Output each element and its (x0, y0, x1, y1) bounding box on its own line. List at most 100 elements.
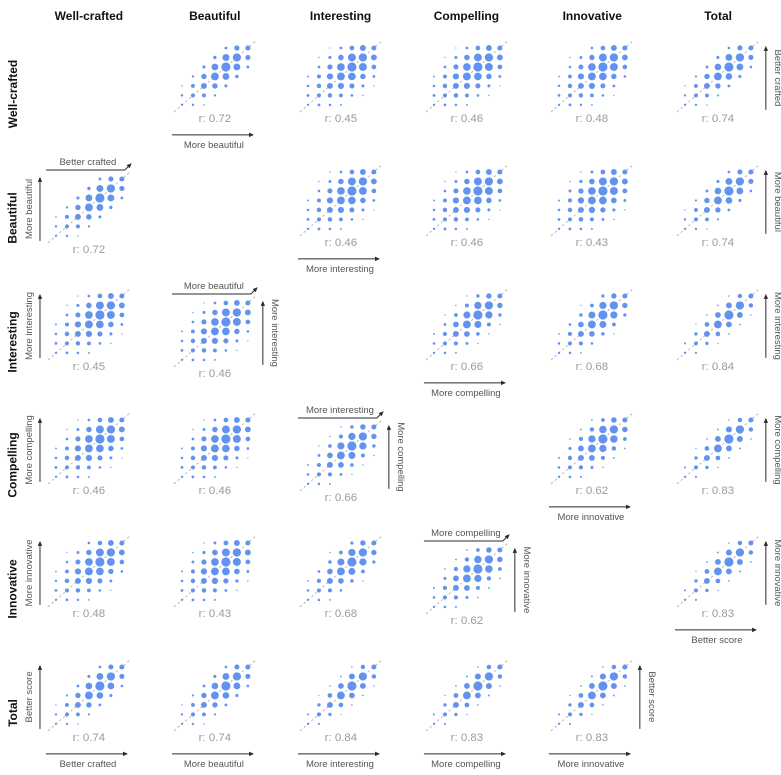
column-header-beautiful: Beautiful (189, 9, 241, 23)
bubble-scatter-panel: r: 0.46 (425, 164, 508, 249)
row-header-innovative: Innovative (0, 527, 26, 651)
identity-line (425, 543, 508, 615)
cell-compelling-vs-interesting: r: 0.66 More interesting More compelling (278, 404, 406, 528)
identity-line (173, 659, 256, 732)
correlation-label: r: 0.46 (450, 113, 483, 125)
bubble-scatter-panel: r: 0.46 (425, 40, 508, 125)
bubble-scatter-panel: r: 0.72 More beautiful (171, 40, 256, 151)
correlation-label: r: 0.83 (702, 608, 735, 620)
bubble-scatter-panel: r: 0.84 More interesting (676, 288, 781, 373)
cell-compelling-vs-innovative: r: 0.62 More innovative (529, 404, 655, 528)
diagonal-empty-cell-total (655, 651, 781, 775)
cell-total-vs-compelling: r: 0.83 More compelling (404, 651, 530, 775)
cell-innovative-vs-beautiful: r: 0.43 (152, 527, 278, 651)
diagonal-empty-cell-well-crafted (26, 32, 152, 156)
x-axis-label-top: More compelling (431, 528, 500, 539)
cell-compelling-vs-well-crafted: r: 0.46 More compelling (24, 404, 152, 528)
identity-line (173, 412, 256, 484)
identity-line (425, 40, 508, 113)
row-header-label: Well-crafted (6, 59, 20, 129)
bubble-scatter-panel: r: 0.46 (173, 412, 256, 496)
identity-line (676, 164, 760, 237)
identity-line (299, 164, 382, 237)
row-header-label: Total (6, 699, 20, 728)
y-axis-label: Better score (24, 672, 35, 723)
correlation-label: r: 0.74 (198, 732, 231, 744)
y-axis-label-right: More interesting (269, 299, 280, 367)
bubble-scatter-panel: r: 0.68 (551, 288, 634, 373)
bubble-scatter-panel: r: 0.46 More beautiful More interesting (171, 281, 280, 380)
correlation-label: r: 0.83 (450, 732, 483, 744)
column-header-total: Total (704, 9, 732, 23)
bubble-scatter-panel: r: 0.46 More interesting (297, 164, 382, 275)
x-axis-label: More innovative (558, 511, 625, 522)
x-axis-label: More compelling (431, 388, 500, 399)
identity-line (425, 288, 508, 360)
row-header-total: Total (0, 651, 26, 775)
cell-beautiful-vs-well-crafted: r: 0.72 Better crafted More beautiful (24, 156, 152, 280)
x-axis-line-top (297, 410, 384, 419)
bubble-scatter-panel: r: 0.83 More compelling (423, 659, 508, 770)
cell-innovative-vs-compelling: r: 0.62 More compelling More innovative (404, 527, 531, 651)
bubble-scatter-panel: r: 0.62 More compelling More innovative (423, 528, 531, 627)
identity-line (173, 295, 256, 367)
identity-line (47, 659, 131, 732)
bubble-scatter-panel: r: 0.83 Better score More innovative (675, 536, 781, 646)
cell-beautiful-vs-innovative: r: 0.43 (529, 156, 655, 280)
bubble-scatter-panel: r: 0.72 Better crafted More beautiful (24, 157, 132, 256)
row-header-label: Interesting (6, 310, 20, 373)
correlation-label: r: 0.72 (198, 113, 231, 125)
y-axis-label-right: More innovative (520, 547, 531, 614)
identity-line (299, 536, 382, 608)
correlation-label: r: 0.46 (198, 368, 231, 380)
identity-line (299, 419, 382, 491)
x-axis-line-top (171, 286, 258, 295)
correlation-label: r: 0.66 (450, 361, 483, 373)
correlation-label: r: 0.46 (73, 484, 106, 496)
row-header-label: Beautiful (6, 192, 20, 244)
identity-line (551, 412, 634, 484)
x-axis-label: More compelling (431, 759, 500, 770)
column-header-interesting: Interesting (309, 9, 372, 23)
identity-line (676, 536, 760, 608)
diagonal-empty-cell-interesting (278, 280, 404, 404)
cell-innovative-vs-total: r: 0.83 Better score More innovative (655, 527, 781, 651)
bubble-scatter-panel: r: 0.74 More beautiful (676, 164, 781, 249)
identity-line (425, 164, 508, 237)
cell-interesting-vs-beautiful: r: 0.46 More beautiful More interesting (152, 280, 280, 404)
row-header-beautiful: Beautiful (0, 156, 26, 280)
correlation-label: r: 0.62 (576, 484, 609, 496)
correlation-label: r: 0.83 (576, 732, 609, 744)
bubble-scatter-panel: r: 0.74 Better crafted (676, 40, 781, 125)
x-axis-label: More interesting (306, 759, 374, 770)
x-axis-label: More beautiful (184, 140, 244, 151)
correlation-label: r: 0.84 (324, 732, 357, 744)
identity-line (173, 536, 256, 608)
correlation-label: r: 0.74 (702, 113, 735, 125)
cell-total-vs-beautiful: r: 0.74 More beautiful (152, 651, 278, 775)
cell-innovative-vs-well-crafted: r: 0.48 More innovative (24, 527, 152, 651)
diagonal-empty-cell-compelling (404, 404, 530, 528)
y-axis-label-right: More innovative (772, 540, 781, 607)
identity-line (299, 40, 382, 113)
bubble-scatter-panel: r: 0.43 (173, 536, 256, 620)
cell-beautiful-vs-interesting: r: 0.46 More interesting (278, 156, 404, 280)
correlation-label: r: 0.83 (702, 484, 735, 496)
bubble-scatter-panel: r: 0.43 (551, 164, 634, 249)
bubble-scatter-panel: r: 0.66 More interesting More compelling (297, 405, 406, 503)
row-header-well-crafted: Well-crafted (0, 32, 26, 156)
correlation-label: r: 0.46 (198, 484, 231, 496)
bubble-scatter-panel: r: 0.48 (551, 40, 634, 125)
correlation-label: r: 0.45 (324, 113, 357, 125)
correlation-label: r: 0.43 (576, 237, 609, 249)
x-axis-label: More interesting (306, 264, 374, 275)
y-axis-label-right: More interesting (772, 292, 781, 360)
correlation-label: r: 0.48 (73, 608, 106, 620)
row-header-interesting: Interesting (0, 280, 26, 404)
identity-line (551, 659, 634, 732)
cell-interesting-vs-well-crafted: r: 0.45 More interesting (24, 280, 152, 404)
cell-total-vs-innovative: r: 0.83 More innovative Better score (529, 651, 657, 775)
correlation-label: r: 0.72 (73, 244, 106, 256)
identity-line (551, 40, 634, 113)
